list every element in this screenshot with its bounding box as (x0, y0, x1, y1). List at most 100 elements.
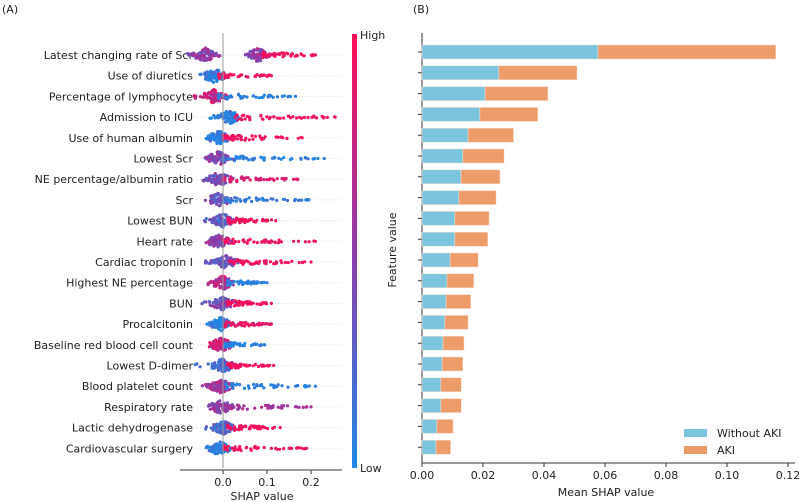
beeswarm-point (226, 96, 230, 100)
feature-label: Percentage of lymphocyte (49, 90, 193, 103)
beeswarm-point (254, 95, 258, 99)
beeswarm-point (223, 444, 227, 448)
beeswarm-point (216, 156, 220, 160)
beeswarm-point (202, 300, 206, 304)
beeswarm-point (282, 404, 286, 408)
beeswarm-point (237, 300, 241, 304)
beeswarm-point (302, 115, 306, 120)
beeswarm-point (211, 403, 215, 408)
beeswarm-point (231, 237, 235, 241)
beeswarm-point (233, 445, 237, 449)
beeswarm-point (265, 54, 269, 58)
beeswarm-point (274, 219, 278, 223)
feature-label: Use of human albumin (68, 132, 193, 145)
beeswarm-point (307, 240, 311, 244)
beeswarm-point (230, 114, 234, 118)
beeswarm-point (227, 320, 231, 324)
feature-label: Procalcitonin (123, 318, 193, 331)
beeswarm-point (226, 280, 230, 284)
beeswarm-point (236, 155, 240, 160)
beeswarm-point (204, 382, 208, 387)
bar-without-aki (421, 273, 448, 289)
beeswarm-point (270, 240, 274, 244)
beeswarm-point (260, 117, 264, 121)
beeswarm-point (253, 220, 258, 224)
beeswarm-point (320, 114, 324, 118)
beeswarm-point (246, 384, 250, 388)
beeswarm-point (242, 113, 246, 117)
beeswarm-point (306, 157, 310, 161)
beeswarm-point (251, 158, 255, 162)
feature-label: Latest changing rate of Scr (44, 49, 194, 62)
beeswarm-point (287, 446, 291, 450)
beeswarm-point (266, 403, 270, 407)
beeswarm-point (210, 132, 214, 136)
beeswarm-point (270, 156, 275, 160)
x-tick-label: 0.1 (258, 476, 276, 489)
beeswarm-point (213, 99, 217, 103)
beeswarm-point (290, 157, 294, 161)
beeswarm-point (209, 49, 213, 53)
beeswarm-point (213, 197, 217, 201)
beeswarm-point (238, 259, 242, 263)
beeswarm-point (214, 338, 218, 342)
beeswarm-point (268, 177, 272, 181)
bar-without-aki (421, 377, 442, 393)
beeswarm-point (245, 114, 250, 118)
beeswarm-point (239, 279, 243, 283)
beeswarm-point (226, 299, 230, 303)
beeswarm-point (219, 423, 223, 427)
bar-aki (597, 44, 777, 60)
beeswarm-point (223, 221, 227, 225)
beeswarm-point (213, 116, 217, 120)
beeswarm-point (219, 220, 223, 225)
beeswarm-point (208, 218, 212, 222)
x-tick-label: 0.04 (532, 469, 557, 482)
beeswarm-point (211, 320, 216, 325)
feature-label: Admission to ICU (100, 111, 193, 124)
beeswarm-point (274, 446, 278, 450)
beeswarm-point (216, 423, 220, 427)
beeswarm-point (255, 342, 259, 346)
beeswarm-point (252, 240, 256, 244)
bar-without-aki (421, 86, 486, 101)
beeswarm-point (235, 178, 239, 182)
beeswarm-point (207, 445, 211, 449)
beeswarm-point (296, 136, 300, 140)
beeswarm-point (257, 426, 261, 430)
beeswarm-point (214, 183, 218, 187)
bar-aki (484, 86, 549, 101)
beeswarm-point (217, 72, 221, 76)
legend-swatch (684, 446, 707, 454)
beeswarm-point (242, 178, 246, 182)
beeswarm-point (226, 255, 230, 260)
beeswarm-point (307, 198, 311, 202)
beeswarm-point (297, 405, 301, 409)
bar-aki (449, 252, 479, 268)
beeswarm-point (265, 178, 269, 182)
beeswarm-point (242, 386, 247, 390)
beeswarm-point (206, 362, 210, 366)
x-tick-label: 0.00 (410, 469, 435, 482)
beeswarm-point (241, 407, 245, 411)
beeswarm-point (215, 380, 219, 384)
beeswarm-point (287, 114, 291, 118)
beeswarm-point (245, 241, 249, 245)
beeswarm-point (259, 114, 263, 118)
beeswarm-point (251, 137, 255, 141)
legend-label: AKI (717, 444, 735, 457)
beeswarm-point (217, 233, 221, 237)
beeswarm-point (223, 177, 227, 181)
beeswarm-point (266, 95, 270, 99)
beeswarm-point (219, 420, 223, 424)
beeswarm-point (312, 115, 316, 119)
beeswarm-point (247, 196, 251, 200)
beeswarm-point (295, 405, 299, 409)
bar-aki (460, 169, 501, 185)
bar-without-aki (421, 107, 481, 122)
beeswarm-point (277, 238, 281, 242)
feature-label: Cardiovascular surgery (66, 442, 194, 455)
beeswarm-point (200, 302, 204, 306)
beeswarm-point (240, 425, 244, 429)
beeswarm-point (290, 259, 294, 263)
